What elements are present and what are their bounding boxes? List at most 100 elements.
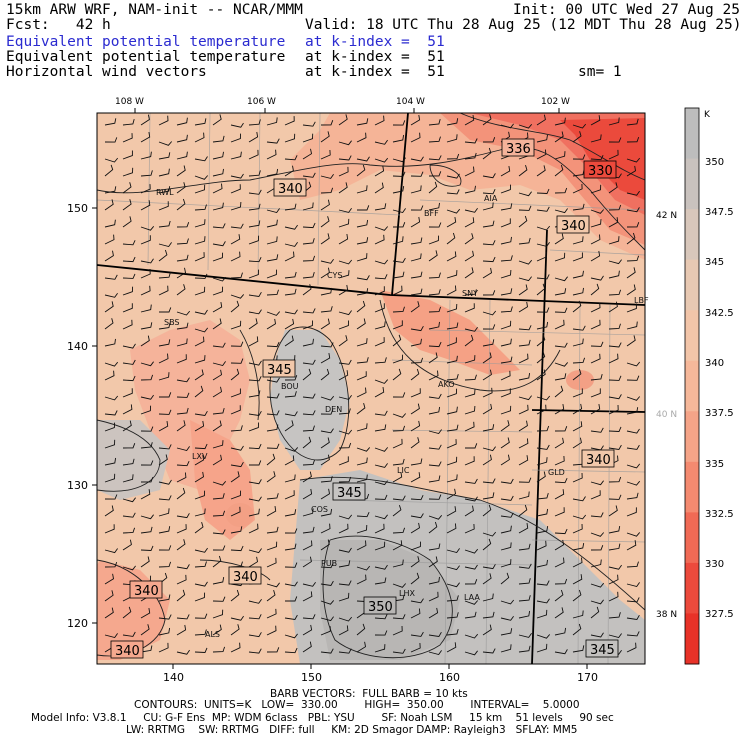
wind-barb bbox=[410, 608, 421, 619]
wind-barb bbox=[518, 164, 528, 177]
wind-barb bbox=[302, 284, 312, 296]
wind-barb bbox=[626, 190, 640, 196]
wind-barb bbox=[464, 600, 479, 605]
wind-barb bbox=[374, 157, 389, 163]
wind-barb bbox=[302, 624, 313, 636]
wind-barb bbox=[608, 612, 621, 619]
wind-barb bbox=[266, 506, 277, 517]
wind-barb bbox=[284, 391, 297, 398]
wind-barb bbox=[392, 257, 406, 263]
wind-barb bbox=[374, 424, 387, 432]
wind-barb bbox=[302, 393, 316, 399]
wind-barb bbox=[482, 611, 495, 619]
wind-barb bbox=[320, 454, 330, 466]
wind-barb bbox=[608, 426, 622, 432]
wind-barb bbox=[212, 114, 222, 126]
wind-barb bbox=[464, 374, 477, 381]
wind-barb bbox=[302, 172, 316, 178]
wind-barb bbox=[428, 352, 438, 364]
wind-barb bbox=[392, 222, 406, 228]
wind-barb bbox=[230, 490, 242, 500]
wind-barb bbox=[320, 216, 330, 228]
wind-barb bbox=[176, 182, 186, 194]
wind-barb bbox=[320, 342, 334, 348]
wind-barb bbox=[572, 236, 584, 245]
wind-barb bbox=[104, 234, 115, 245]
wind-barb bbox=[482, 369, 492, 381]
wind-barb bbox=[374, 234, 385, 245]
wind-barb bbox=[248, 648, 262, 654]
wind-barb bbox=[518, 438, 529, 449]
wind-barb bbox=[356, 253, 368, 262]
wind-barb bbox=[608, 543, 621, 551]
wind-barb bbox=[500, 255, 513, 262]
wind-barb bbox=[302, 238, 315, 245]
wind-barb bbox=[356, 318, 366, 330]
wind-barb bbox=[464, 250, 474, 262]
wind-barb bbox=[284, 490, 295, 500]
wind-barb bbox=[140, 645, 153, 653]
wind-barb bbox=[482, 478, 496, 484]
cbar-label: 330 bbox=[705, 559, 724, 570]
wind-barb bbox=[392, 438, 403, 449]
wind-barb bbox=[140, 132, 151, 143]
wind-barb bbox=[158, 508, 170, 517]
forecast-hour: Fcst: 42 h bbox=[6, 17, 111, 33]
wind-barb bbox=[194, 508, 206, 517]
wind-barb bbox=[500, 405, 512, 415]
wind-barb bbox=[338, 233, 349, 245]
wind-barb bbox=[140, 151, 152, 160]
wind-barb bbox=[320, 600, 335, 605]
wind-barb bbox=[194, 286, 206, 296]
wind-barb bbox=[176, 254, 189, 262]
wind-barb bbox=[536, 508, 549, 517]
wind-barb bbox=[158, 372, 170, 381]
wind-barb bbox=[104, 395, 119, 401]
wind-barb bbox=[357, 205, 370, 211]
wind-barb bbox=[608, 353, 619, 364]
wind-barb bbox=[554, 539, 565, 551]
wind-barb bbox=[446, 134, 458, 143]
wind-barb bbox=[446, 474, 458, 483]
wind-barb bbox=[140, 285, 151, 296]
wind-barb bbox=[284, 447, 299, 452]
wind-barb bbox=[194, 581, 208, 587]
wind-barb bbox=[212, 223, 226, 229]
wind-barb bbox=[608, 591, 619, 602]
lon-label-106w: 106 W bbox=[247, 97, 276, 107]
wind-barb bbox=[554, 385, 564, 398]
wind-barb bbox=[428, 171, 442, 177]
wind-barb bbox=[392, 171, 406, 177]
wind-barb bbox=[446, 506, 457, 517]
wind-barb bbox=[482, 352, 492, 364]
wind-barb bbox=[248, 309, 262, 315]
wind-barb bbox=[356, 457, 368, 466]
wind-barb bbox=[500, 559, 512, 568]
wind-barb bbox=[122, 539, 132, 551]
wind-barb bbox=[194, 547, 208, 553]
wind-barb bbox=[518, 191, 532, 197]
wind-barb bbox=[338, 476, 352, 483]
svg-text:330: 330 bbox=[588, 164, 613, 179]
wind-barb bbox=[266, 471, 276, 483]
wind-barb bbox=[320, 428, 334, 434]
wind-barb bbox=[626, 284, 636, 296]
wind-barb bbox=[140, 545, 154, 551]
wind-barb bbox=[554, 117, 566, 126]
wind-barb bbox=[392, 540, 403, 551]
city-cys: CYS bbox=[327, 271, 342, 280]
wind-barb bbox=[590, 512, 604, 518]
wind-barb bbox=[626, 614, 640, 620]
contour-label: 340 bbox=[581, 449, 615, 468]
wind-barb bbox=[122, 388, 133, 398]
wind-barb bbox=[104, 219, 116, 228]
wind-barb bbox=[536, 580, 550, 586]
wind-barb bbox=[518, 284, 528, 296]
wind-barb bbox=[572, 623, 582, 636]
wind-barb bbox=[248, 119, 261, 126]
wind-barb bbox=[266, 269, 277, 279]
wind-barb bbox=[536, 526, 549, 534]
wind-barb bbox=[554, 607, 564, 619]
wind-barb bbox=[464, 355, 476, 364]
wind-barb bbox=[230, 471, 240, 483]
